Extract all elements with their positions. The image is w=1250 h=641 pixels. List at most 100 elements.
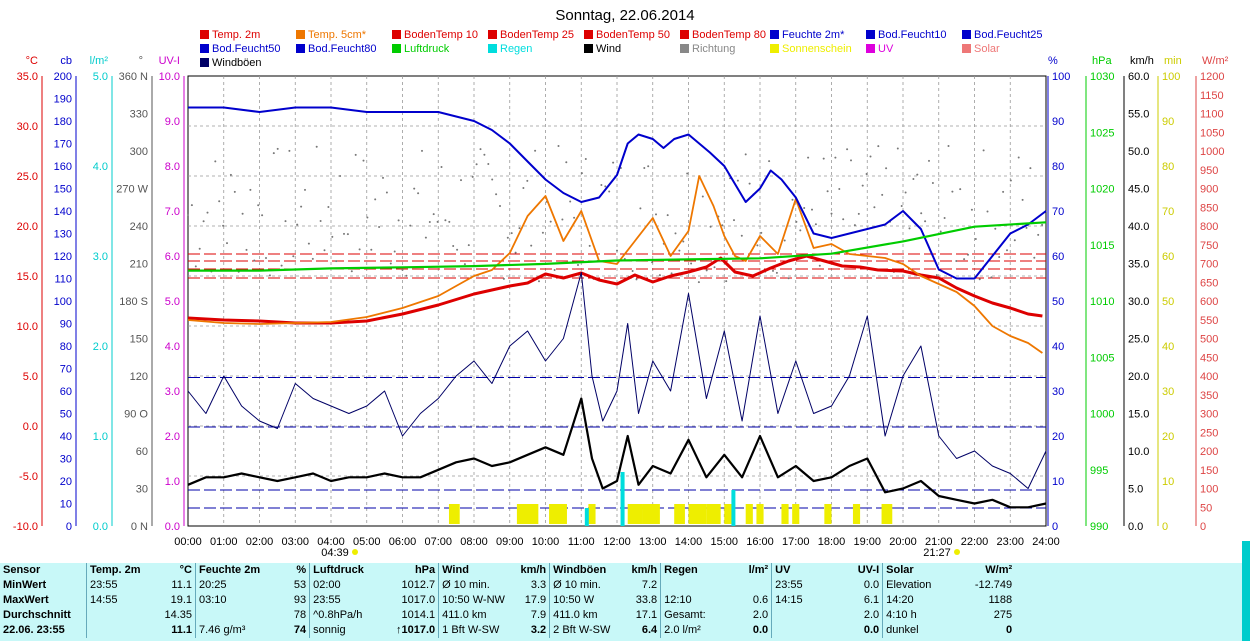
sunshine-bar	[516, 504, 539, 524]
time-tick-label: 09:00	[496, 536, 524, 548]
wind-direction-point	[604, 185, 607, 188]
axis-tick-label: 30	[1162, 386, 1174, 398]
wind-direction-point	[811, 208, 813, 211]
legend-swatch	[296, 44, 305, 53]
axis-tick-label: 360 N	[119, 71, 148, 83]
sunshine-bar	[781, 504, 789, 524]
summary-cell: Wind	[438, 563, 510, 578]
wind-direction-point	[280, 264, 283, 267]
time-tick-label: 15:00	[710, 536, 738, 548]
axis-tick-label: 130	[54, 229, 72, 241]
series-line-luftdruck	[188, 221, 1047, 272]
summary-cell: Solar	[882, 563, 950, 578]
summary-cell: ↑1017.0	[395, 624, 436, 636]
axis-unit-label: °C	[26, 55, 38, 67]
wind-direction-point	[311, 257, 314, 260]
axis-tick-label: 5.0	[23, 371, 38, 383]
legend-swatch	[584, 44, 593, 53]
wind-direction-point	[881, 193, 884, 196]
summary-cell: 411.0 km	[549, 608, 621, 623]
sunshine-bar	[688, 504, 707, 524]
summary-cell: 1014.1	[401, 609, 436, 621]
wind-direction-point	[245, 248, 248, 251]
legend-item: BodenTemp 80	[692, 29, 766, 41]
summary-cell: 22.06. 23:55	[3, 624, 65, 636]
wind-direction-point	[713, 266, 716, 269]
wind-direction-point	[378, 226, 381, 229]
wind-direction-point	[678, 249, 681, 252]
axis-tick-label: 110	[54, 274, 72, 286]
wind-direction-point	[268, 274, 271, 277]
axis-tick-label: 400	[1200, 371, 1218, 383]
sunshine-bar	[852, 504, 861, 524]
wind-direction-point	[978, 278, 981, 281]
summary-cell: km/h	[520, 564, 547, 576]
wind-direction-point	[814, 223, 817, 226]
axis-tick-label: 2.0	[165, 431, 180, 443]
wind-direction-point	[674, 232, 677, 235]
summary-cell: Regen	[660, 563, 728, 578]
wind-direction-point	[366, 216, 369, 219]
wind-direction-point	[904, 191, 907, 194]
summary-cell: sonnig	[309, 623, 383, 638]
wind-direction-point	[682, 240, 685, 243]
wind-direction-point	[417, 192, 420, 195]
sunshine-bar	[627, 504, 643, 524]
wind-direction-point	[651, 261, 654, 264]
axis-tick-label: 1200	[1200, 71, 1224, 83]
legend-item: Solar	[974, 43, 1000, 55]
axis-tick-label: 990	[1090, 521, 1108, 533]
wind-direction-point	[736, 179, 739, 182]
summary-cell: 0.6	[752, 594, 769, 606]
axis-tick-label: 15.0	[1128, 409, 1149, 421]
axis-tick-label: 20	[1162, 431, 1174, 443]
summary-cell: 11.1	[171, 624, 192, 636]
axis-tick-label: 150	[1200, 465, 1218, 477]
wind-direction-point	[666, 214, 669, 217]
axis-tick-label: 300	[130, 146, 148, 158]
wind-direction-point	[569, 200, 572, 203]
wind-direction-point	[869, 155, 872, 158]
wind-direction-point	[775, 271, 778, 274]
summary-cell: 4:10 h	[882, 608, 950, 623]
wind-direction-point	[385, 191, 388, 194]
summary-cell: 7.9	[530, 609, 547, 621]
summary-cell: 14.35	[164, 609, 192, 621]
summary-row: 22.06. 23:55 11.1 7.46 g/m³ 74 sonnig ↑1017.0…	[0, 623, 1015, 638]
axis-tick-label: 900	[1200, 184, 1218, 196]
wind-direction-point	[327, 206, 330, 209]
wind-direction-point	[986, 210, 989, 213]
wind-direction-point	[760, 231, 763, 234]
wind-direction-point	[565, 161, 568, 164]
wind-direction-point	[970, 208, 973, 211]
wind-direction-point	[514, 251, 517, 254]
scroll-strip[interactable]	[1242, 541, 1250, 641]
wind-direction-point	[799, 229, 802, 232]
sunset-icon	[954, 549, 960, 555]
wind-direction-point	[487, 162, 490, 165]
axis-tick-label: 3.0	[165, 386, 180, 398]
wind-direction-point	[382, 176, 384, 179]
wind-direction-point	[413, 187, 416, 190]
wind-direction-point	[655, 213, 657, 216]
axis-tick-label: 40	[1052, 341, 1064, 353]
summary-cell: 0.0	[863, 624, 880, 636]
chart-title: Sonntag, 22.06.2014	[555, 7, 694, 24]
axis-tick-label: 70	[1052, 206, 1064, 218]
axis-tick-label: 20	[1052, 431, 1064, 443]
axis-unit-label: W/m²	[1202, 55, 1229, 67]
summary-cell: Ø 10 min.	[438, 578, 510, 593]
wind-direction-point	[580, 172, 583, 175]
wind-direction-point	[428, 220, 431, 223]
time-tick-label: 02:00	[246, 536, 274, 548]
wind-direction-point	[1021, 198, 1024, 201]
wind-direction-point	[853, 224, 856, 227]
wind-direction-point	[304, 188, 306, 191]
axis-tick-label: 1010	[1090, 296, 1114, 308]
legend-swatch	[488, 44, 497, 53]
legend-swatch	[962, 44, 971, 53]
axis-tick-label: 40	[1162, 341, 1174, 353]
axis-tick-label: 100	[1200, 484, 1218, 496]
wind-direction-point	[335, 260, 338, 263]
axis-tick-label: 60.0	[1128, 71, 1149, 83]
